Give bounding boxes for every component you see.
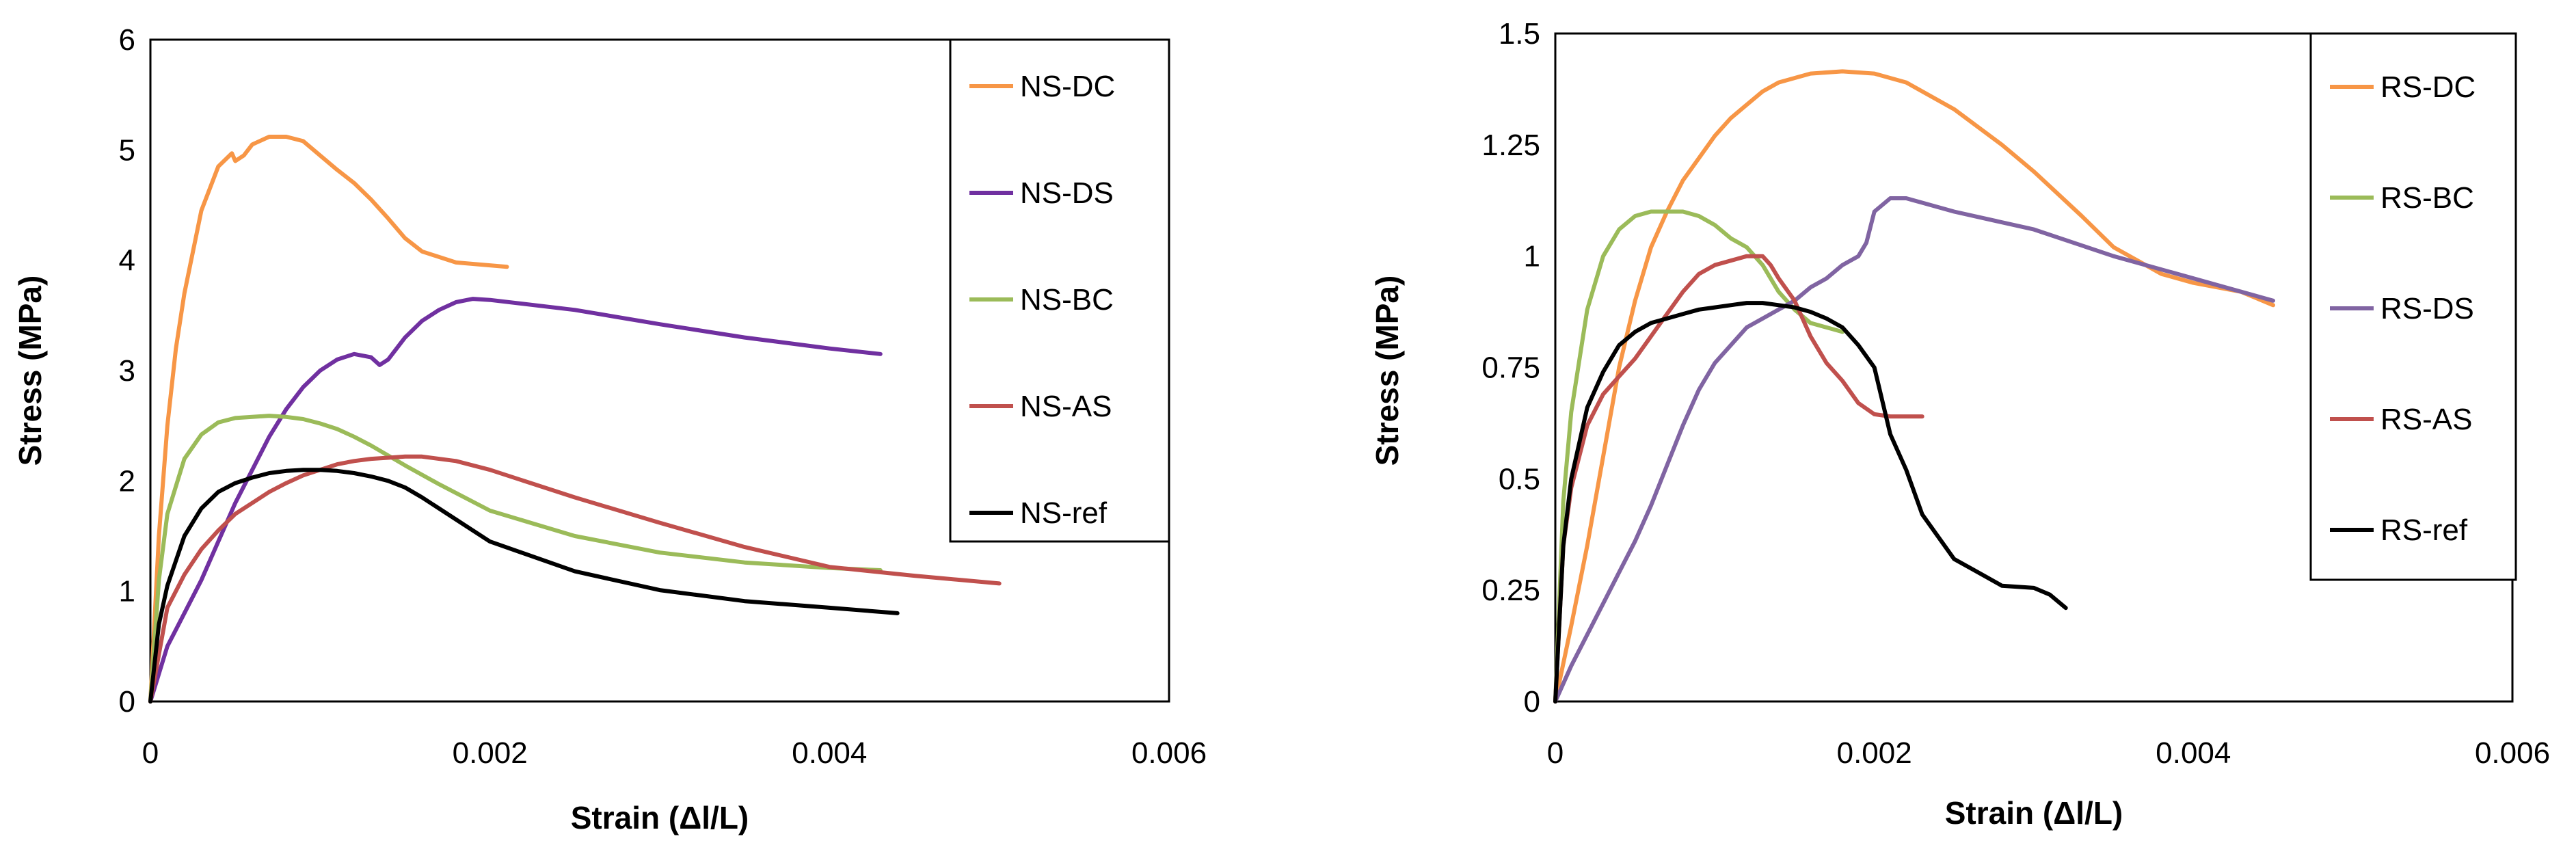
legend-rs: RS-DC RS-BC RS-DS RS-AS RS-ref [2309, 32, 2517, 581]
y-tick-label-rs: 0.5 [1499, 462, 1540, 496]
x-tick-label-rs: 0 [1547, 736, 1564, 770]
series-line-ns-ref [148, 468, 900, 704]
legend-label-rs-ref: RS-ref [2380, 513, 2468, 547]
y-tick-label-rs: 0 [1524, 685, 1540, 719]
series-line-ns-dc [148, 135, 509, 704]
y-tick-label-rs: 0.75 [1481, 351, 1540, 385]
y-tick-label-rs: 1 [1524, 240, 1540, 273]
legend-box-ns [949, 38, 1170, 543]
series-line-ns-bc [148, 414, 883, 704]
legend-label-ns-ds: NS-DS [1020, 176, 1114, 210]
legend-label-rs-bc: RS-BC [2380, 181, 2474, 215]
series-line-ns-as [148, 454, 1002, 704]
series-line-rs-dc [1553, 69, 2275, 704]
y-tick-label-ns: 4 [119, 244, 135, 278]
x-tick-label-rs: 0.006 [2475, 736, 2550, 770]
chart-rs: 0 0.25 0.5 0.75 1 1.25 1.5 0 0.002 0.004 0.006 Str… [1369, 17, 2550, 831]
y-tick-label-ns: 2 [119, 464, 135, 498]
y-tick-label-ns: 0 [119, 685, 135, 719]
x-axis-title-ns: Strain (Δl/L) [571, 800, 749, 835]
y-axis-title-ns: Stress (MPa) [12, 276, 48, 466]
legend-label-ns-ref: NS-ref [1020, 496, 1108, 530]
series-line-ns-ds [148, 297, 883, 704]
x-axis-title-rs: Strain (Δl/L) [1945, 795, 2123, 831]
y-tick-label-ns: 3 [119, 354, 135, 388]
legend-label-ns-bc: NS-BC [1020, 283, 1114, 317]
chart-ns: 0 1 2 3 4 5 6 0 0.002 0.004 0.006 Stress (MPa) Str… [12, 23, 1207, 835]
y-tick-label-rs: 1.25 [1481, 129, 1540, 162]
legend-label-ns-dc: NS-DC [1020, 70, 1115, 103]
series-line-rs-ref [1553, 301, 2068, 704]
x-tick-label-ns: 0 [142, 736, 159, 770]
y-tick-label-ns: 1 [119, 575, 135, 608]
legend-label-ns-as: NS-AS [1020, 390, 1112, 423]
legend-label-rs-as: RS-AS [2380, 403, 2472, 436]
y-tick-label-ns: 5 [119, 133, 135, 167]
series-line-rs-bc [1553, 209, 1844, 704]
y-axis-title-rs: Stress (MPa) [1369, 276, 1405, 466]
x-tick-label-rs: 0.004 [2156, 736, 2231, 770]
y-tick-label-ns: 6 [119, 23, 135, 57]
legend-ns: NS-DC NS-DS NS-BC NS-AS NS-ref [949, 38, 1170, 543]
x-tick-label-ns: 0.004 [792, 736, 867, 770]
legend-label-rs-ds: RS-DS [2380, 292, 2474, 325]
legend-label-rs-dc: RS-DC [2380, 70, 2476, 104]
x-tick-label-ns: 0.002 [453, 736, 528, 770]
x-tick-label-rs: 0.002 [1837, 736, 1912, 770]
series-line-rs-as [1553, 254, 1924, 704]
y-tick-label-rs: 0.25 [1481, 574, 1540, 607]
x-tick-label-ns: 0.006 [1131, 736, 1207, 770]
y-tick-label-rs: 1.5 [1499, 17, 1540, 51]
